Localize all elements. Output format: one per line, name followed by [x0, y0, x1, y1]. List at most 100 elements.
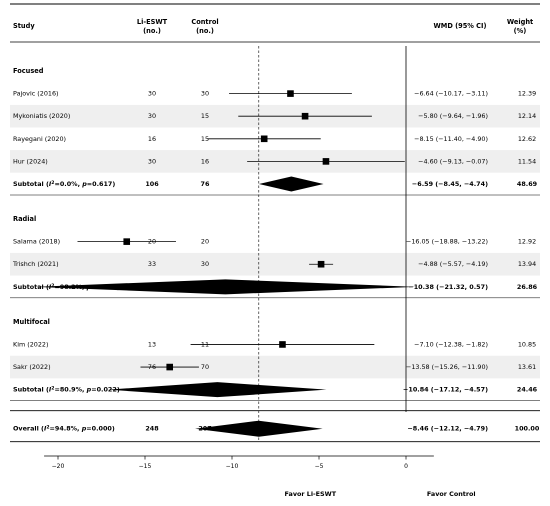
favor-control-label: Favor Control	[427, 490, 476, 498]
subtotal-label-focused-i2-sym: I	[49, 180, 52, 188]
study-name-mykoniatis-2020: Mykoniatis (2020)	[13, 112, 70, 120]
overall-weight: 100.00	[515, 425, 540, 433]
weight-mykoniatis-2020: 12.14	[518, 112, 536, 120]
header-weight-line2: (%)	[514, 27, 527, 35]
weight-sakr-2022: 13.61	[518, 363, 536, 371]
group-title-radial: Radial	[13, 215, 36, 223]
wmd-ci-trishch-2021: −4.88 (−5.57, −4.19)	[418, 260, 488, 268]
control-n-trishch-2021: 30	[201, 260, 209, 268]
subtotal-diamond-focused	[258, 176, 324, 192]
li-eswt-n-kim-2022: 13	[148, 340, 156, 348]
li-eswt-n-trishch-2021: 33	[148, 260, 156, 268]
overall-label-p-stats: =0.000)	[86, 425, 115, 433]
weight-salama-2018: 12.92	[518, 238, 536, 246]
group-title-focused: Focused	[13, 67, 44, 75]
weight-rayegani-2020: 12.62	[518, 135, 536, 143]
weight-pajovic-2016: 12.39	[518, 90, 536, 98]
subtotal-li-eswt-n-focused: 106	[145, 180, 159, 188]
wmd-ci-kim-2022: −7.10 (−12.38, −1.82)	[414, 340, 488, 348]
control-n-rayegani-2020: 15	[201, 135, 209, 143]
study-name-rayegani-2020: Rayegani (2020)	[13, 135, 66, 143]
study-name-kim-2022: Kim (2022)	[13, 340, 48, 348]
study-name-salama-2018: Salama (2018)	[13, 238, 60, 246]
header-control-line2: (no.)	[196, 27, 214, 35]
header-wmd: WMD (95% CI)	[433, 22, 486, 30]
subtotal-label-focused: Subtotal (I2=0.0%, p=0.617)	[13, 180, 115, 189]
subtotal-label-multifocal: Subtotal (I2=80.9%, p=0.022)	[13, 385, 120, 394]
li-eswt-n-pajovic-2016: 30	[148, 90, 156, 98]
control-n-salama-2018: 20	[201, 238, 209, 246]
subtotal-wmd-ci-radial: −10.38 (−21.32, 0.57)	[408, 283, 488, 291]
favor-li-eswt-label: Favor Li-ESWT	[285, 490, 337, 498]
subtotal-diamond-radial	[35, 279, 416, 295]
subtotal-label-multifocal-i2-stats: =80.9%,	[54, 386, 86, 394]
subtotal-weight-multifocal: 24.46	[517, 386, 538, 394]
x-tick-label-3: −5	[315, 463, 324, 470]
x-tick-label-0: −20	[52, 463, 65, 470]
weight-trishch-2021: 13.94	[518, 260, 536, 268]
control-n-hur-2024: 16	[201, 157, 209, 165]
subtotal-label-focused-label-prefix: Subtotal (	[13, 180, 49, 188]
weight-hur-2024: 11.54	[518, 157, 536, 165]
overall-label-i2-sym: I	[44, 425, 47, 433]
subtotal-label-multifocal-i2-sup: 2	[51, 385, 54, 391]
wmd-ci-hur-2024: −4.60 (−9.13, −0.07)	[418, 157, 488, 165]
header-control-line1: Control	[191, 18, 218, 26]
overall-li-eswt-n: 248	[145, 425, 159, 433]
group-title-multifocal: Multifocal	[13, 318, 50, 326]
overall-label-i2-stats: =94.8%,	[50, 425, 82, 433]
point-estimate-rayegani-2020	[260, 135, 268, 143]
subtotal-label-focused-i2-sup: 2	[51, 180, 54, 186]
subtotal-diamond-multifocal	[108, 382, 327, 398]
control-n-mykoniatis-2020: 15	[201, 112, 209, 120]
subtotal-weight-focused: 48.69	[517, 180, 538, 188]
row-shade-sakr-2022	[10, 355, 540, 379]
subtotal-label-focused-p-sym: p	[81, 180, 87, 188]
wmd-ci-mykoniatis-2020: −5.80 (−9.64, −1.96)	[418, 112, 488, 120]
control-n-pajovic-2016: 30	[201, 90, 209, 98]
wmd-ci-rayegani-2020: −8.15 (−11.40, −4.90)	[414, 135, 488, 143]
study-name-trishch-2021: Trishch (2021)	[12, 260, 59, 268]
point-estimate-mykoniatis-2020	[301, 112, 309, 120]
study-name-hur-2024: Hur (2024)	[13, 157, 48, 165]
subtotal-label-multifocal-p-sym: p	[86, 386, 92, 394]
wmd-ci-salama-2018: −16.05 (−18.88, −13.22)	[406, 238, 488, 246]
wmd-ci-sakr-2022: −13.58 (−15.26, −11.90)	[406, 363, 488, 371]
subtotal-label-multifocal-p-stats: =0.022)	[91, 386, 120, 394]
point-estimate-trishch-2021	[317, 260, 325, 268]
study-name-sakr-2022: Sakr (2022)	[13, 363, 51, 371]
x-tick-label-1: −15	[139, 463, 152, 470]
control-n-sakr-2022: 70	[201, 363, 209, 371]
subtotal-weight-radial: 26.86	[517, 283, 538, 291]
subtotal-label-focused-i2-stats: =0.0%,	[54, 180, 82, 188]
weight-kim-2022: 10.85	[518, 340, 536, 348]
point-estimate-kim-2022	[279, 341, 286, 348]
overall-label-label-prefix: Overall (	[13, 425, 44, 433]
point-estimate-sakr-2022	[166, 363, 174, 371]
overall-label-i2-sup: 2	[46, 424, 49, 430]
subtotal-wmd-ci-multifocal: −10.84 (−17.12, −4.57)	[403, 386, 488, 394]
x-tick-label-4: 0	[404, 463, 408, 470]
subtotal-control-n-focused: 76	[201, 180, 210, 188]
li-eswt-n-mykoniatis-2020: 30	[148, 112, 156, 120]
header-study: Study	[13, 22, 35, 30]
overall-label: Overall (I2=94.8%, p=0.000)	[13, 424, 115, 433]
subtotal-label-focused-p-stats: =0.617)	[87, 180, 116, 188]
wmd-ci-pajovic-2016: −6.64 (−10.17, −3.11)	[414, 90, 488, 98]
header-weight-line1: Weight	[507, 18, 533, 26]
point-estimate-pajovic-2016	[287, 90, 294, 97]
li-eswt-n-rayegani-2020: 16	[148, 135, 156, 143]
li-eswt-n-hur-2024: 30	[148, 157, 156, 165]
subtotal-wmd-ci-focused: −6.59 (−8.45, −4.74)	[412, 180, 488, 188]
row-shade-trishch-2021	[10, 252, 540, 276]
subtotal-label-radial-i2-sup: 2	[51, 282, 54, 288]
subtotal-label-multifocal-label-prefix: Subtotal (	[13, 386, 49, 394]
overall-label-p-sym: p	[81, 425, 87, 433]
study-name-pajovic-2016: Pajovic (2016)	[13, 90, 59, 98]
header-li-eswt-line2: (no.)	[143, 27, 161, 35]
subtotal-label-radial-label-prefix: Subtotal (	[13, 283, 49, 291]
point-estimate-salama-2018	[123, 238, 131, 245]
point-estimate-hur-2024	[322, 158, 330, 165]
